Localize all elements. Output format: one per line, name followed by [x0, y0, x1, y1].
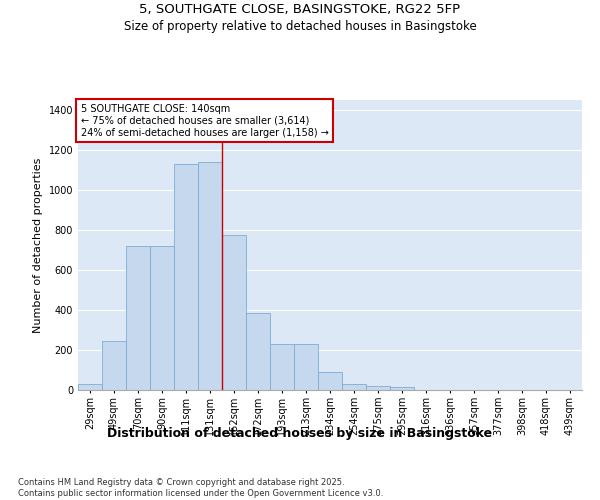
- Bar: [150, 246, 174, 390]
- Text: Size of property relative to detached houses in Basingstoke: Size of property relative to detached ho…: [124, 20, 476, 33]
- Bar: [390, 387, 414, 390]
- Text: 5, SOUTHGATE CLOSE, BASINGSTOKE, RG22 5FP: 5, SOUTHGATE CLOSE, BASINGSTOKE, RG22 5F…: [139, 2, 461, 16]
- Bar: [246, 313, 270, 390]
- Text: Contains HM Land Registry data © Crown copyright and database right 2025.
Contai: Contains HM Land Registry data © Crown c…: [18, 478, 383, 498]
- Bar: [198, 162, 222, 390]
- Bar: [78, 384, 102, 390]
- Bar: [102, 341, 126, 390]
- Bar: [174, 164, 198, 390]
- Bar: [342, 384, 366, 390]
- Bar: [126, 246, 150, 390]
- Bar: [222, 235, 246, 390]
- Bar: [294, 344, 318, 390]
- Bar: [318, 372, 342, 390]
- Text: 5 SOUTHGATE CLOSE: 140sqm
← 75% of detached houses are smaller (3,614)
24% of se: 5 SOUTHGATE CLOSE: 140sqm ← 75% of detac…: [80, 104, 328, 138]
- Bar: [366, 386, 390, 390]
- Y-axis label: Number of detached properties: Number of detached properties: [33, 158, 43, 332]
- Text: Distribution of detached houses by size in Basingstoke: Distribution of detached houses by size …: [107, 428, 493, 440]
- Bar: [270, 344, 294, 390]
